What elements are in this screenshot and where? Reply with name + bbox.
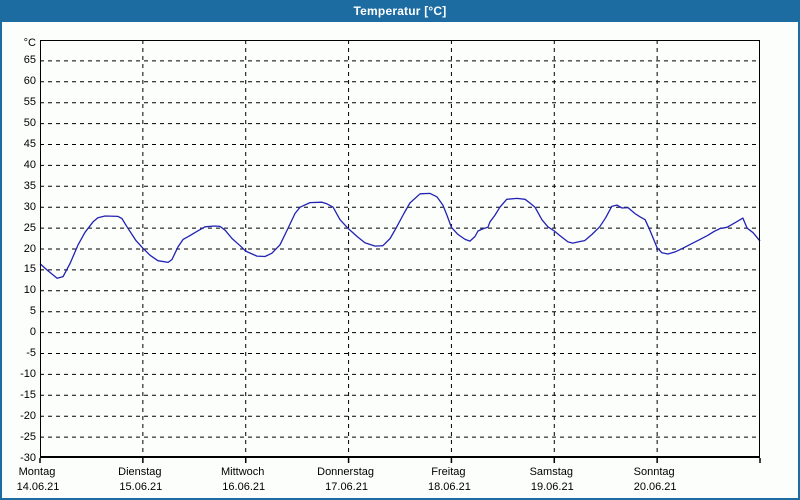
temperature-line-chart (39, 40, 761, 463)
x-axis-date-label: 18.06.21 (428, 481, 471, 493)
y-axis-tick-label: -25 (20, 430, 36, 443)
y-axis-tick-label: 5 (29, 305, 36, 318)
y-axis-tick-label: 0 (29, 326, 36, 339)
title-bar: Temperatur [°C] (0, 0, 800, 22)
x-axis-day-label: Donnerstag (317, 466, 374, 478)
window-title: Temperatur [°C] (353, 4, 447, 18)
y-axis-tick-label: 60 (23, 75, 36, 88)
temperature-series-line (39, 192, 761, 279)
x-axis-date-label: 15.06.21 (119, 481, 163, 493)
y-axis-tick-label: 50 (23, 117, 36, 130)
y-axis-tick-label: 55 (23, 96, 36, 109)
y-axis-tick-label: 15 (23, 263, 36, 276)
y-axis-tick-label: -5 (26, 347, 36, 359)
x-axis-date-label: 16.06.21 (222, 481, 266, 493)
y-axis-tick-label: 30 (23, 200, 36, 213)
y-axis-unit-label: °C (23, 37, 36, 49)
x-axis-date-label: 19.06.21 (530, 481, 574, 493)
y-axis-tick-label: -10 (20, 367, 36, 380)
y-axis-tick-label: 40 (23, 158, 36, 171)
y-axis-tick-label: -15 (20, 388, 36, 401)
y-axis-tick-label: -30 (20, 451, 36, 464)
x-axis-day-label: Freitag (431, 466, 466, 478)
x-axis-date-label: 17.06.21 (325, 481, 368, 493)
x-axis-day-label: Mittwoch (221, 466, 265, 478)
x-axis-day-label: Montag (18, 466, 56, 478)
y-axis-tick-label: 65 (23, 54, 36, 67)
x-axis-day-label: Sonntag (633, 466, 675, 478)
x-axis-day-label: Dienstag (118, 466, 162, 478)
y-axis-tick-label: 25 (23, 221, 36, 234)
x-axis-date-label: 20.06.21 (633, 481, 677, 493)
x-axis-date-label: 14.06.21 (16, 481, 60, 493)
y-axis-tick-label: 45 (23, 138, 36, 150)
x-axis-day-label: Samstag (529, 466, 573, 478)
y-axis-tick-label: -20 (20, 409, 36, 422)
y-axis-tick-label: 35 (23, 179, 36, 192)
y-axis-tick-label: 20 (23, 242, 36, 255)
y-axis-tick-label: 10 (23, 284, 36, 297)
plot-area-border (40, 40, 760, 458)
